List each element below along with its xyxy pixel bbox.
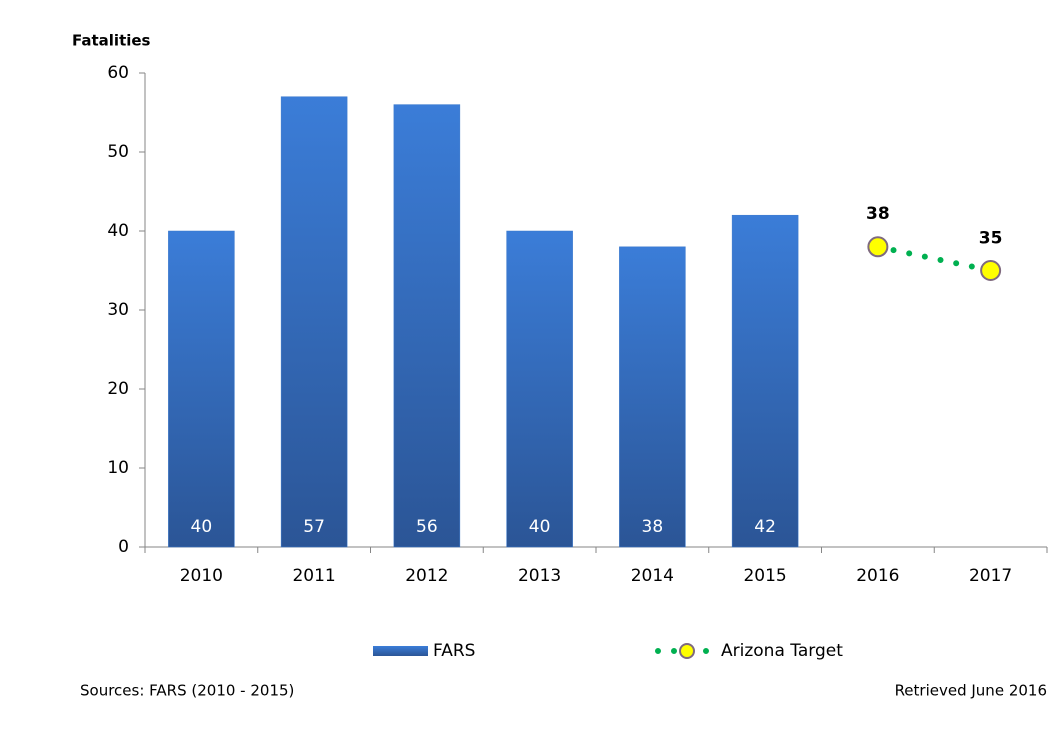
y-tick-label: 60 bbox=[107, 63, 129, 83]
target-marker bbox=[867, 236, 889, 258]
y-tick-label: 50 bbox=[107, 142, 129, 162]
target-line bbox=[874, 243, 994, 274]
legend-swatch bbox=[373, 646, 428, 656]
bar bbox=[168, 230, 235, 548]
bar bbox=[280, 96, 348, 548]
data-label: 38 bbox=[642, 517, 664, 537]
data-label: 38 bbox=[866, 204, 890, 224]
y-tick-label: 20 bbox=[107, 379, 129, 399]
bar bbox=[731, 214, 799, 548]
x-tick-label: 2010 bbox=[180, 566, 223, 586]
x-tick-label: 2015 bbox=[743, 566, 786, 586]
x-tick-label: 2016 bbox=[856, 566, 899, 586]
legend-marker bbox=[679, 643, 695, 659]
target-marker bbox=[980, 260, 1002, 281]
y-tick-label: 30 bbox=[107, 300, 129, 320]
x-tick-label: 2017 bbox=[969, 566, 1012, 586]
data-label: 57 bbox=[303, 517, 325, 537]
y-axis-label: Fatalities bbox=[72, 32, 151, 50]
x-tick-label: 2011 bbox=[292, 566, 335, 586]
y-tick-label: 10 bbox=[107, 458, 129, 478]
x-tick-label: 2012 bbox=[405, 566, 448, 586]
bar bbox=[619, 246, 686, 548]
retrieved-note: Retrieved June 2016 bbox=[895, 682, 1047, 700]
data-label: 56 bbox=[416, 517, 438, 537]
source-note: Sources: FARS (2010 - 2015) bbox=[80, 682, 294, 700]
bar bbox=[393, 104, 461, 548]
legend-label: FARS bbox=[433, 641, 475, 661]
y-tick-label: 40 bbox=[107, 221, 129, 241]
y-tick-label: 0 bbox=[118, 537, 129, 557]
data-label: 42 bbox=[754, 517, 776, 537]
legend-label: Arizona Target bbox=[721, 641, 843, 661]
data-label: 40 bbox=[191, 517, 213, 537]
data-label: 40 bbox=[529, 517, 551, 537]
x-tick-label: 2014 bbox=[631, 566, 674, 586]
x-tick-label: 2013 bbox=[518, 566, 561, 586]
bar bbox=[506, 230, 573, 548]
data-label: 35 bbox=[979, 229, 1003, 249]
